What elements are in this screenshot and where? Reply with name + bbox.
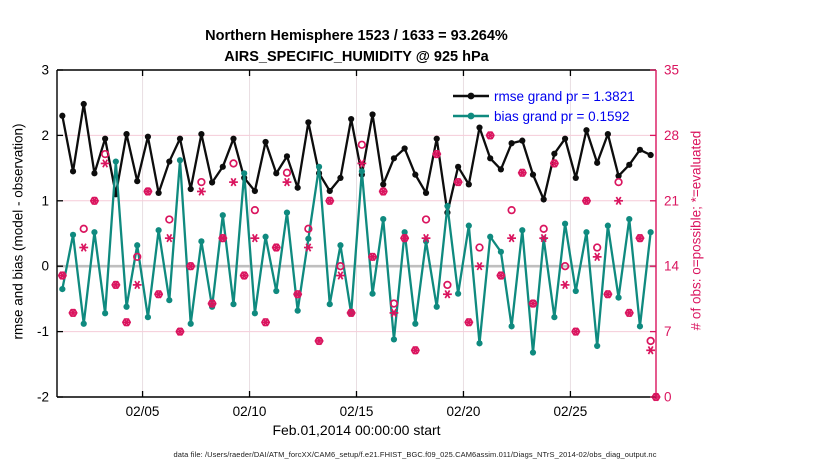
chart-subtitle: AIRS_SPECIFIC_HUMIDITY @ 925 hPa xyxy=(224,49,489,65)
svg-text:14: 14 xyxy=(664,259,680,274)
svg-text:02/25: 02/25 xyxy=(554,404,588,419)
legend-item-rmse: rmse grand pr = 1.3821 xyxy=(452,86,635,106)
svg-text:0: 0 xyxy=(664,390,672,405)
chart-title-block: Northern Hemisphere 1523 / 1633 = 93.264… xyxy=(57,26,656,68)
legend-item-bias: bias grand pr = 0.1592 xyxy=(452,106,635,126)
svg-text:02/15: 02/15 xyxy=(340,404,374,419)
svg-text:-1: -1 xyxy=(37,324,49,339)
bias-line-sample-icon xyxy=(453,112,489,120)
svg-text:02/20: 02/20 xyxy=(447,404,481,419)
svg-text:1: 1 xyxy=(41,193,49,208)
svg-text:28: 28 xyxy=(664,128,679,143)
y-axis-label-right: # of obs: o=possible; *=evaluated xyxy=(688,130,704,331)
legend-label-rmse: rmse grand pr = 1.3821 xyxy=(494,88,635,104)
legend: rmse grand pr = 1.3821 bias grand pr = 0… xyxy=(452,86,635,126)
chart-title: Northern Hemisphere 1523 / 1633 = 93.264… xyxy=(205,28,508,44)
svg-text:7: 7 xyxy=(664,324,672,339)
svg-text:2: 2 xyxy=(41,128,49,143)
svg-text:3: 3 xyxy=(41,63,49,78)
svg-text:35: 35 xyxy=(664,63,679,78)
rmse-line-sample-icon xyxy=(453,92,489,100)
y-axis-label-left: rmse and bias (model - observation) xyxy=(10,123,26,340)
svg-text:-2: -2 xyxy=(37,390,49,405)
x-axis-label: Feb.01,2014 00:00:00 start xyxy=(272,422,441,438)
svg-text:0: 0 xyxy=(41,259,49,274)
legend-label-bias: bias grand pr = 0.1592 xyxy=(494,108,630,124)
data-file-caption: data file: /Users/raeder/DAI/ATM_forcXX/… xyxy=(173,450,657,459)
svg-text:02/10: 02/10 xyxy=(233,404,267,419)
svg-text:21: 21 xyxy=(664,193,679,208)
svg-text:02/05: 02/05 xyxy=(126,404,160,419)
